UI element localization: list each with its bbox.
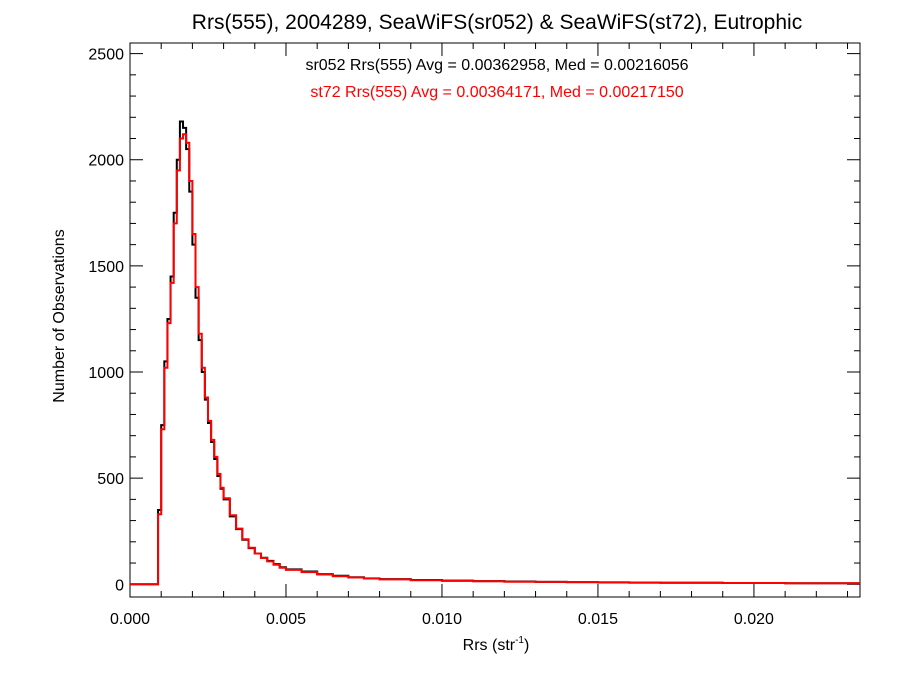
- x-axis-label-main: Rrs (str: [463, 637, 516, 654]
- x-tick-label: 0.000: [110, 611, 150, 628]
- y-axis-ticks: 0 500 1000 1500 2000 2500: [88, 47, 860, 594]
- series-line-st72: [130, 133, 860, 586]
- plot-frame: [129, 42, 861, 598]
- x-axis-label-close: ): [524, 637, 529, 654]
- legend-entry-st72: st72 Rrs(555) Avg = 0.00364171, Med = 0.…: [310, 84, 683, 101]
- series-group: [130, 120, 860, 586]
- x-tick-label: 0.005: [266, 611, 306, 628]
- chart-title: Rrs(555), 2004289, SeaWiFS(sr052) & SeaW…: [192, 11, 802, 34]
- y-axis-label: Number of Observations: [51, 229, 68, 402]
- y-tick-label: 500: [97, 471, 124, 488]
- x-axis-label-superscript: -1: [515, 635, 524, 646]
- series-line-sr052: [130, 120, 860, 586]
- x-tick-label: 0.015: [578, 611, 618, 628]
- x-axis-label: Rrs (str-1): [463, 635, 530, 654]
- plot-border: [129, 42, 861, 598]
- x-tick-label: 0.010: [422, 611, 462, 628]
- y-tick-label: 1500: [88, 259, 124, 276]
- x-tick-label: 0.020: [734, 611, 774, 628]
- y-tick-label: 1000: [88, 365, 124, 382]
- y-tick-label: 2000: [88, 153, 124, 170]
- legend-entry-sr052: sr052 Rrs(555) Avg = 0.00362958, Med = 0…: [305, 57, 688, 74]
- y-tick-label: 2500: [88, 47, 124, 64]
- y-tick-label: 0: [115, 577, 124, 594]
- x-axis-ticks: 0.000 0.005 0.010 0.015 0.020: [110, 43, 849, 628]
